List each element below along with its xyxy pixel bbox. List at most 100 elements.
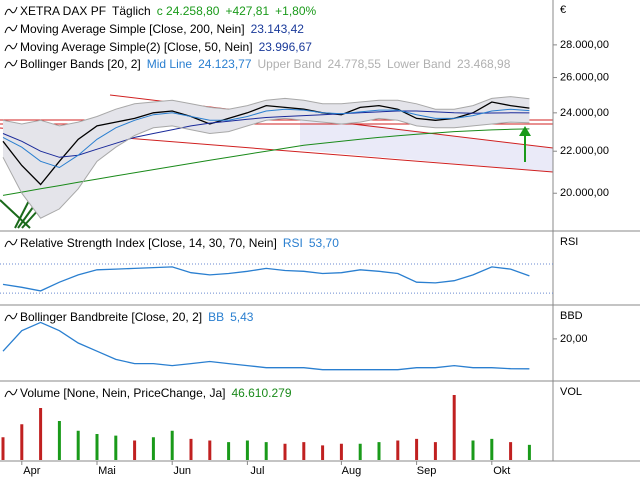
volume-bar — [227, 442, 231, 460]
x-tick-label: Jun — [173, 465, 191, 477]
volume-bar — [133, 440, 137, 460]
panel-title: Volume [None, Nein, PriceChange, Ja] — [20, 386, 226, 400]
legend-icon-path — [4, 42, 18, 51]
x-tick-label: Sep — [417, 465, 437, 477]
volume-bar — [114, 435, 118, 460]
panel-title: Bollinger Bandbreite [Close, 20, 2] — [20, 310, 203, 324]
y-tick-label: 22.000,00 — [560, 145, 609, 157]
volume-bar — [39, 408, 43, 460]
band-fill — [3, 96, 530, 219]
volume-bar — [95, 434, 99, 460]
volume-bar — [471, 440, 475, 460]
x-tick-label: Apr — [23, 465, 40, 477]
legend-icon — [4, 59, 18, 69]
legend-icon — [4, 388, 18, 398]
x-tick-label: Aug — [342, 465, 362, 477]
volume-bar — [283, 443, 287, 460]
legend-value: 23.468,98 — [456, 57, 511, 71]
legend-row: XETRA DAX PF Täglich c 24.258,80 +427,81 +1,… — [4, 4, 322, 18]
plot — [2, 321, 530, 371]
legend-value: 24.123,77 — [198, 57, 252, 71]
legend-row: Moving Average Simple(2) [Close, 50, Nei… — [4, 40, 318, 54]
fan-line — [0, 199, 31, 229]
legend-icon-path — [4, 388, 18, 398]
legend-name: BB — [208, 310, 225, 324]
legend-name: Moving Average Simple [Close, 200, Nein] — [20, 22, 245, 36]
y-tick-label: 24.000,00 — [560, 107, 609, 119]
axis-label: RSI — [560, 236, 578, 248]
volume-bar — [76, 430, 80, 460]
legend-icon — [4, 42, 18, 51]
legend-name: RSI — [282, 236, 303, 250]
volume-bar — [377, 442, 381, 460]
legend-row: Bollinger Bands [20, 2] Mid Line 24.123,77… — [4, 57, 516, 71]
legend-name: Upper Band — [257, 57, 322, 71]
legend-icon-path — [4, 59, 18, 69]
y-tick-label: 26.000,00 — [560, 71, 609, 83]
legend-value: 53,70 — [308, 236, 339, 250]
plot — [2, 266, 530, 292]
series-line — [2, 110, 530, 158]
legend-icon-path — [4, 24, 18, 34]
legend-value: 46.610.279 — [231, 386, 292, 400]
legend-value: 5,43 — [230, 310, 254, 324]
plot — [2, 96, 530, 219]
channel-fill — [300, 116, 553, 172]
panel-title: Relative Strength Index [Close, 14, 30, … — [20, 236, 277, 250]
volume-bar — [151, 437, 155, 460]
legend-icon — [4, 6, 18, 16]
x-tick-label: Jul — [250, 465, 264, 477]
price-info: +1,80% — [275, 4, 317, 18]
volume-bar — [20, 424, 24, 460]
legend-row: Volume [None, Nein, PriceChange, Ja] 46.6… — [4, 386, 298, 400]
volume-bar — [264, 442, 268, 460]
legend-name: Moving Average Simple(2) [Close, 50, Nei… — [20, 39, 253, 54]
volume-bar — [189, 438, 193, 460]
volume-bar — [396, 440, 400, 460]
series-line — [2, 108, 530, 169]
volume-bar — [57, 421, 61, 460]
x-tick-label: Mai — [98, 465, 116, 477]
volume-bar — [509, 442, 513, 460]
series-line — [2, 101, 530, 186]
legend-icon — [4, 238, 18, 248]
legend-group: Bollinger Bands [20, 2] — [20, 57, 141, 71]
volume-bar — [452, 395, 456, 460]
y-tick-label: 20.000,00 — [560, 187, 609, 199]
legend-icon-path — [4, 312, 18, 322]
volume-bar — [339, 443, 343, 460]
volume-bar — [415, 438, 419, 460]
chart-title: XETRA DAX PF — [20, 4, 107, 18]
legend-row: Moving Average Simple [Close, 200, Nein]… — [4, 22, 310, 36]
legend-value: 23.996,67 — [258, 39, 312, 54]
price-info: +427,81 — [225, 4, 270, 18]
series-line — [2, 128, 530, 196]
volume-bar — [170, 430, 174, 460]
volume-bar — [321, 445, 325, 460]
chart-subtitle: Täglich — [112, 4, 151, 18]
volume-bar — [490, 438, 494, 460]
legend-row: Bollinger Bandbreite [Close, 20, 2] BB 5,4… — [4, 310, 259, 324]
series-line — [2, 321, 530, 371]
y-tick-label: 28.000,00 — [560, 39, 609, 51]
legend-value: 23.143,42 — [250, 22, 304, 36]
legend-name: Lower Band — [386, 57, 451, 71]
frame — [0, 0, 640, 462]
volume-bar — [433, 442, 437, 460]
volume-bar — [527, 444, 531, 460]
series-line — [2, 266, 530, 292]
axis-label: BBD — [560, 310, 583, 322]
legend-value: 24.778,55 — [327, 57, 381, 71]
series-line — [2, 96, 530, 127]
volume-bar — [208, 440, 212, 460]
volume-bar — [245, 440, 249, 460]
volume-bar — [302, 442, 306, 460]
plot — [1, 395, 531, 460]
volume-bar — [358, 443, 362, 460]
axis-label: VOL — [560, 386, 582, 398]
y-tick-label: 20,00 — [560, 333, 588, 345]
x-tick-label: Okt — [493, 465, 510, 477]
